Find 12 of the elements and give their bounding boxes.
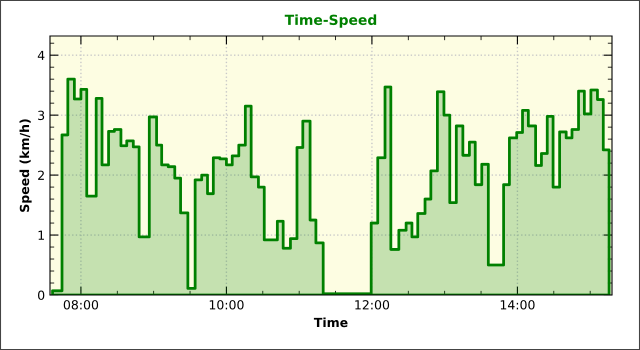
y-tick-label: 4	[38, 50, 44, 60]
y-tick-label: 0	[38, 290, 44, 300]
y-tick-label: 1	[38, 230, 44, 240]
x-tick-label: 14:00	[500, 300, 535, 310]
y-axis-title: Speed (km/h)	[20, 119, 32, 212]
x-axis-title: Time	[314, 318, 348, 328]
chart-title: Time-Speed	[284, 14, 376, 28]
y-tick-label: 2	[38, 170, 44, 180]
x-tick-label: 12:00	[355, 300, 390, 310]
x-tick-label: 10:00	[210, 300, 244, 310]
y-tick-label: 3	[38, 110, 44, 120]
x-tick-label: 08:00	[64, 300, 98, 310]
